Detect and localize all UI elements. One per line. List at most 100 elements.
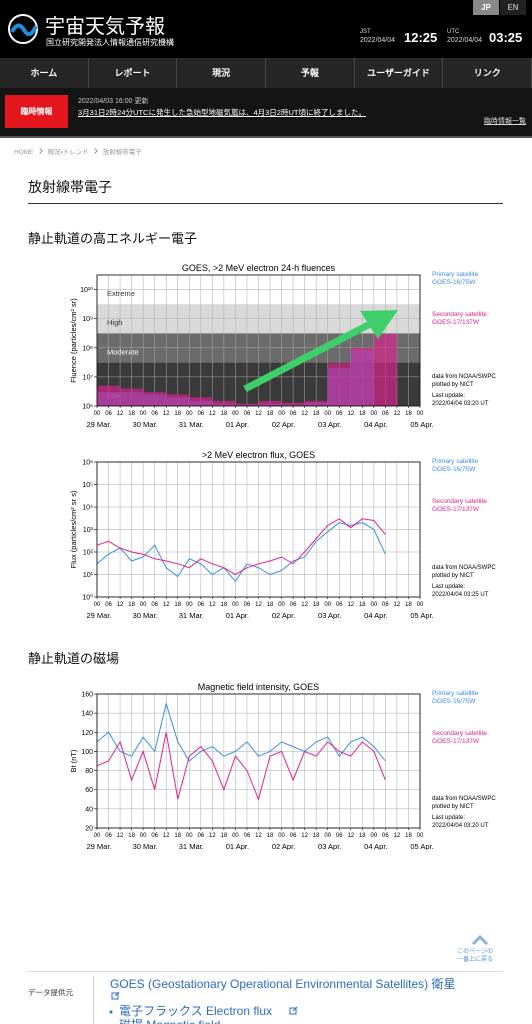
chart-note: 2022/04/04 03:25 UT	[432, 592, 489, 598]
legend-name: Primary satellite	[432, 271, 479, 278]
breadcrumb-item: 放射線帯電子	[102, 149, 142, 156]
chart-title: GOES, >2 MeV electron 24-h fluences	[182, 263, 336, 273]
x-date-label: 03 Apr.	[318, 420, 341, 429]
nav-item[interactable]: 予報	[266, 58, 355, 88]
y-axis-label: Fluence (particles/cm² sr)	[69, 298, 78, 383]
logo	[8, 14, 38, 44]
x-tick-label: 12	[163, 602, 170, 608]
x-tick-label: 06	[105, 411, 112, 417]
x-tick-label: 06	[105, 602, 112, 608]
y-tick-label: 10³	[83, 527, 94, 534]
alert-bar: 臨時情報 2022/04/03 16:00 更新 3月31日2時24分UTCに発…	[0, 88, 532, 136]
nav-item[interactable]: ユーザーガイド	[355, 58, 444, 88]
nav-item[interactable]: 現況	[177, 58, 267, 88]
divider	[0, 136, 532, 138]
x-date-label: 03 Apr.	[318, 611, 341, 620]
y-tick-label: 10⁸	[82, 345, 93, 352]
x-tick-label: 12	[394, 602, 401, 608]
x-tick-label: 00	[371, 602, 378, 608]
x-tick-label: 18	[313, 602, 320, 608]
legend-satellite: GOES-16/75W	[432, 698, 476, 705]
x-tick-label: 06	[151, 833, 158, 839]
site-title[interactable]: 宇宙天気予報	[45, 16, 165, 38]
chart-title: >2 MeV electron flux, GOES	[202, 450, 315, 460]
x-date-label: 01 Apr.	[226, 842, 249, 850]
x-tick-label: 12	[255, 833, 262, 839]
x-date-label: 01 Apr.	[226, 420, 249, 429]
data-line	[96, 701, 386, 762]
y-tick-label: 10⁶	[82, 404, 93, 411]
x-tick-label: 18	[128, 602, 135, 608]
source-link[interactable]: 磁場 Magnetic field	[119, 1016, 220, 1024]
x-tick-label: 18	[359, 833, 366, 839]
x-tick-label: 18	[267, 833, 274, 839]
nav-item[interactable]: リンク	[443, 58, 532, 88]
breadcrumb-item[interactable]: HOME	[14, 149, 34, 156]
x-tick-label: 18	[128, 411, 135, 417]
x-tick-label: 00	[94, 602, 101, 608]
page-title: 放射線帯電子	[28, 179, 112, 195]
lang-button[interactable]: EN	[500, 0, 526, 15]
back-to-top[interactable]: このページの 一番上に戻る	[457, 948, 493, 964]
jst-time: 12:25	[404, 30, 438, 45]
chart: 10⁰ 10¹ 10² 10³ 10⁴ 10⁵ 10⁶ 00 06 12 18 00 06 12 18 00 0…	[69, 450, 496, 620]
back-to-top-line: このページの	[457, 949, 493, 955]
x-date-label: 04 Apr.	[364, 611, 387, 620]
bar	[258, 400, 282, 406]
x-tick-label: 00	[324, 602, 331, 608]
bar	[304, 400, 328, 406]
chart-note: data from NOAA/SWPC	[432, 796, 496, 802]
alert-label: 臨時情報	[5, 95, 68, 128]
x-date-label: 31 Mar.	[179, 420, 204, 429]
chart-note: plotted by NICT	[432, 573, 474, 579]
x-date-label: 05 Apr.	[410, 842, 433, 850]
alert-date: 2022/04/03 16:00 更新	[78, 98, 149, 105]
x-date-label: 29 Mar.	[86, 611, 111, 620]
chart-note: 2022/04/04 03:20 UT	[432, 823, 489, 829]
x-date-label: 29 Mar.	[86, 420, 111, 429]
lang-button[interactable]: JP	[473, 0, 499, 15]
bar	[350, 347, 374, 406]
alert-text[interactable]: 3月31日2時24分UTCに発生した急始型地磁気嵐は、4月3日2時UT頃に終了し…	[78, 108, 366, 117]
x-date-label: 05 Apr.	[410, 611, 433, 620]
nav-item[interactable]: レポート	[89, 58, 178, 88]
breadcrumb-item[interactable]: 現況・トレンド	[47, 149, 89, 156]
header: 宇宙天気予報 国立研究開発法人情報通信研究機構 JP EN JST 2022/0…	[0, 0, 532, 58]
x-tick-label: 12	[301, 833, 308, 839]
x-tick-label: 06	[382, 411, 389, 417]
section-heading: 静止軌道の高エネルギー電子	[28, 231, 198, 246]
y-tick-label: 140	[81, 711, 93, 718]
source-link[interactable]: 電子フラックス Electron flux	[119, 1004, 273, 1018]
nav-item[interactable]: ホーム	[0, 58, 89, 88]
y-tick-label: 10¹	[83, 572, 94, 579]
external-icon	[289, 1006, 298, 1015]
section-heading: 静止軌道の磁場	[28, 651, 120, 666]
jst-date: 2022/04/04	[360, 37, 396, 44]
external-icon	[111, 991, 120, 1000]
x-date-label: 02 Apr.	[272, 611, 295, 620]
x-tick-label: 06	[290, 411, 297, 417]
bar	[120, 388, 144, 406]
y-tick-label: 10¹⁰	[80, 286, 93, 294]
y-tick-label: 10⁹	[82, 316, 93, 323]
x-tick-label: 12	[255, 602, 262, 608]
x-tick-label: 06	[151, 602, 158, 608]
x-tick-label: 06	[151, 411, 158, 417]
x-tick-label: 18	[128, 833, 135, 839]
divider	[93, 976, 94, 1024]
x-tick-label: 12	[117, 833, 124, 839]
back-to-top-icon[interactable]	[471, 934, 489, 946]
legend-name: Primary satellite	[432, 458, 479, 465]
x-date-label: 30 Mar.	[133, 842, 158, 850]
x-tick-label: 00	[94, 833, 101, 839]
x-tick-label: 18	[174, 411, 181, 417]
x-tick-label: 00	[232, 411, 239, 417]
source-link[interactable]: GOES (Geostationary Operational Environm…	[110, 977, 456, 991]
legend-name: Primary satellite	[432, 690, 479, 697]
y-tick-label: 10⁶	[82, 460, 93, 467]
bar	[373, 333, 397, 406]
alert-list-link[interactable]: 臨時情報一覧	[484, 118, 526, 125]
x-tick-label: 12	[301, 602, 308, 608]
plot-frame	[96, 461, 421, 598]
x-date-label: 01 Apr.	[226, 611, 249, 620]
